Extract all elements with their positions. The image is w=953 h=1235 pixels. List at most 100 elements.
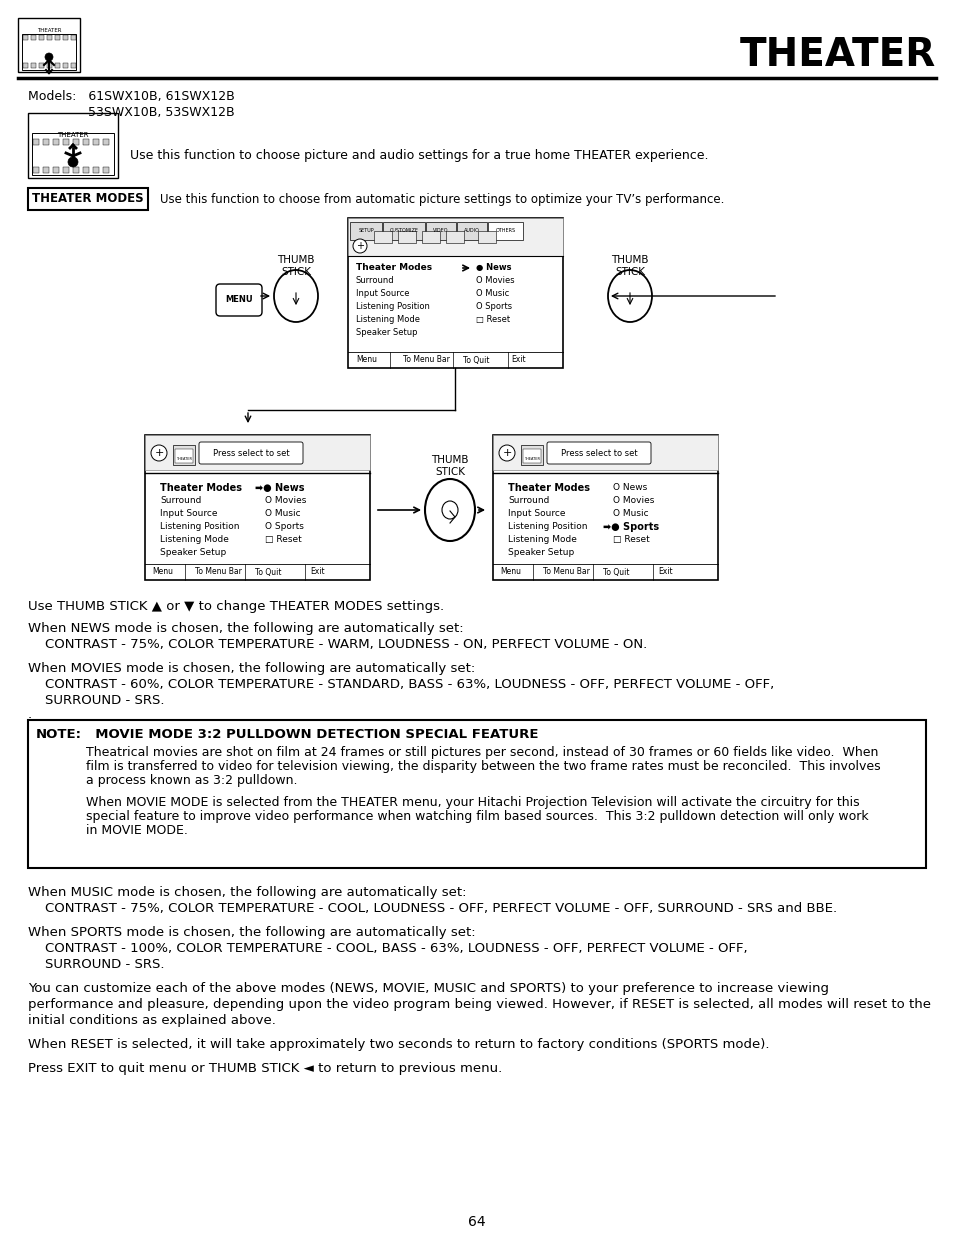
- Bar: [53, 167, 59, 173]
- Text: CONTRAST - 100%, COLOR TEMPERATURE - COOL, BASS - 63%, LOUDNESS - OFF, PERFECT V: CONTRAST - 100%, COLOR TEMPERATURE - COO…: [28, 942, 747, 955]
- Text: Use this function to choose picture and audio settings for a true home THEATER e: Use this function to choose picture and …: [130, 148, 708, 162]
- Text: When MOVIE MODE is selected from the THEATER menu, your Hitachi Projection Telev: When MOVIE MODE is selected from the THE…: [86, 797, 859, 809]
- Text: O Music: O Music: [476, 289, 509, 298]
- Text: Menu: Menu: [355, 356, 376, 364]
- Text: Listening Mode: Listening Mode: [160, 535, 229, 543]
- Ellipse shape: [274, 270, 317, 322]
- Text: +: +: [355, 241, 364, 251]
- Bar: [397, 231, 416, 243]
- Circle shape: [498, 445, 515, 461]
- Text: initial conditions as explained above.: initial conditions as explained above.: [28, 1014, 275, 1028]
- Text: When MUSIC mode is chosen, the following are automatically set:: When MUSIC mode is chosen, the following…: [28, 885, 466, 899]
- Bar: [63, 35, 68, 40]
- Text: To Quit: To Quit: [254, 568, 281, 577]
- Text: CONTRAST - 60%, COLOR TEMPERATURE - STANDARD, BASS - 63%, LOUDNESS - OFF, PERFEC: CONTRAST - 60%, COLOR TEMPERATURE - STAN…: [28, 678, 774, 692]
- Text: To Menu Bar: To Menu Bar: [194, 568, 242, 577]
- Text: □ Reset: □ Reset: [265, 535, 301, 543]
- Text: O Sports: O Sports: [476, 303, 512, 311]
- Text: To Menu Bar: To Menu Bar: [542, 568, 589, 577]
- Bar: [145, 435, 370, 471]
- Text: THEATER: THEATER: [37, 27, 61, 32]
- Text: CONTRAST - 75%, COLOR TEMPERATURE - COOL, LOUDNESS - OFF, PERFECT VOLUME - OFF, : CONTRAST - 75%, COLOR TEMPERATURE - COOL…: [28, 902, 836, 915]
- Bar: [103, 167, 109, 173]
- Text: CONTRAST - 75%, COLOR TEMPERATURE - WARM, LOUDNESS - ON, PERFECT VOLUME - ON.: CONTRAST - 75%, COLOR TEMPERATURE - WARM…: [28, 638, 646, 651]
- Bar: [172, 445, 194, 466]
- Text: O Sports: O Sports: [265, 522, 304, 531]
- Text: a process known as 3:2 pulldown.: a process known as 3:2 pulldown.: [86, 774, 297, 787]
- Text: in MOVIE MODE.: in MOVIE MODE.: [86, 824, 188, 837]
- Text: 53SWX10B, 53SWX12B: 53SWX10B, 53SWX12B: [88, 106, 234, 119]
- Bar: [348, 219, 562, 368]
- Ellipse shape: [424, 479, 475, 541]
- Circle shape: [68, 157, 78, 167]
- Bar: [421, 231, 439, 243]
- Text: THEATER: THEATER: [739, 36, 935, 74]
- Bar: [456, 222, 486, 240]
- Bar: [493, 435, 718, 471]
- Bar: [174, 450, 193, 463]
- Text: film is transferred to video for television viewing, the disparity between the t: film is transferred to video for televis…: [86, 760, 880, 773]
- Text: When NEWS mode is chosen, the following are automatically set:: When NEWS mode is chosen, the following …: [28, 622, 463, 635]
- Bar: [493, 435, 718, 580]
- Bar: [145, 435, 370, 580]
- Text: Listening Mode: Listening Mode: [355, 315, 419, 324]
- Text: Use THUMB STICK ▲ or ▼ to change THEATER MODES settings.: Use THUMB STICK ▲ or ▼ to change THEATER…: [28, 600, 444, 613]
- Text: Exit: Exit: [310, 568, 324, 577]
- Bar: [30, 63, 36, 68]
- Text: Speaker Setup: Speaker Setup: [355, 329, 417, 337]
- Text: VIDEO: VIDEO: [433, 228, 448, 233]
- Text: CUSTOMIZE: CUSTOMIZE: [389, 228, 418, 233]
- Bar: [71, 63, 76, 68]
- Text: Menu: Menu: [499, 568, 520, 577]
- Bar: [63, 167, 69, 173]
- Bar: [23, 63, 28, 68]
- Text: Surround: Surround: [160, 496, 201, 505]
- Bar: [103, 140, 109, 144]
- Text: ● News: ● News: [476, 263, 511, 272]
- Text: .: .: [28, 708, 32, 721]
- Bar: [477, 231, 496, 243]
- Bar: [348, 219, 562, 256]
- Bar: [92, 167, 99, 173]
- Text: OTHERS: OTHERS: [495, 228, 515, 233]
- FancyBboxPatch shape: [199, 442, 303, 464]
- FancyBboxPatch shape: [546, 442, 650, 464]
- Bar: [43, 140, 49, 144]
- Bar: [53, 140, 59, 144]
- Text: ➡● Sports: ➡● Sports: [602, 522, 659, 532]
- Text: Input Source: Input Source: [507, 509, 565, 517]
- Text: When SPORTS mode is chosen, the following are automatically set:: When SPORTS mode is chosen, the followin…: [28, 926, 476, 939]
- Text: THUMB
STICK: THUMB STICK: [431, 454, 468, 478]
- Bar: [522, 450, 540, 463]
- Text: Surround: Surround: [355, 275, 395, 285]
- Text: Exit: Exit: [511, 356, 525, 364]
- Bar: [83, 140, 89, 144]
- Bar: [39, 63, 44, 68]
- Bar: [63, 140, 69, 144]
- Bar: [23, 35, 28, 40]
- Bar: [63, 63, 68, 68]
- Text: THEATER: THEATER: [175, 457, 192, 461]
- Text: Theater Modes: Theater Modes: [507, 483, 589, 493]
- Bar: [43, 167, 49, 173]
- Text: Surround: Surround: [507, 496, 549, 505]
- Bar: [83, 167, 89, 173]
- Text: □ Reset: □ Reset: [476, 315, 510, 324]
- Text: Models:   61SWX10B, 61SWX12B: Models: 61SWX10B, 61SWX12B: [28, 90, 234, 103]
- Text: +: +: [154, 448, 164, 458]
- Text: special feature to improve video performance when watching film based sources.  : special feature to improve video perform…: [86, 810, 868, 823]
- Bar: [55, 35, 60, 40]
- Bar: [28, 188, 148, 210]
- Bar: [33, 140, 39, 144]
- Text: O Music: O Music: [613, 509, 648, 517]
- Text: THEATER: THEATER: [57, 132, 89, 138]
- Text: Input Source: Input Source: [160, 509, 217, 517]
- Bar: [446, 231, 463, 243]
- Text: You can customize each of the above modes (NEWS, MOVIE, MUSIC and SPORTS) to you: You can customize each of the above mode…: [28, 982, 828, 995]
- Text: MENU: MENU: [225, 295, 253, 305]
- Text: Use this function to choose from automatic picture settings to optimize your TV’: Use this function to choose from automat…: [160, 193, 723, 205]
- Bar: [39, 35, 44, 40]
- Bar: [55, 63, 60, 68]
- Bar: [426, 222, 456, 240]
- Text: Theater Modes: Theater Modes: [355, 263, 432, 272]
